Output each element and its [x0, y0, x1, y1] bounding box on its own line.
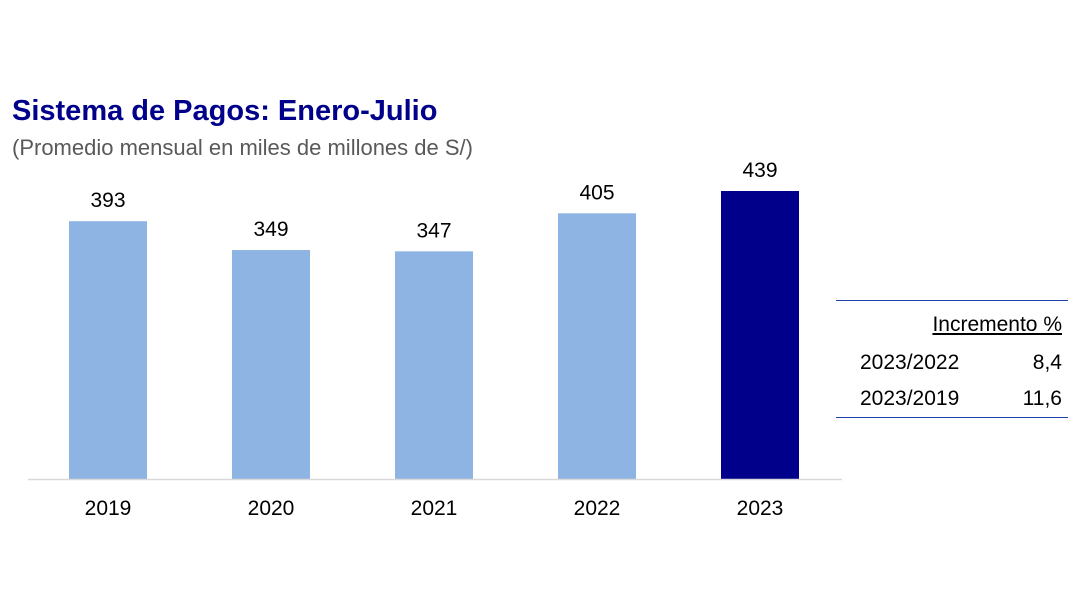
x-tick-label-2021: 2021 [411, 497, 458, 520]
bar-2022 [558, 213, 636, 479]
data-label-2022: 405 [579, 181, 614, 204]
bar-2019 [69, 221, 147, 479]
increment-row-2023-2022: 2023/2022 8,4 [836, 345, 1068, 381]
bar-2023 [721, 191, 799, 479]
increment-header-label: Incremento % [932, 313, 1062, 336]
chart-subtitle: (Promedio mensual en miles de millones d… [12, 135, 473, 160]
chart-title: Sistema de Pagos: Enero-Julio [12, 95, 438, 127]
data-label-2019: 393 [90, 189, 125, 212]
data-label-2023: 439 [742, 159, 777, 182]
x-tick-label-2022: 2022 [574, 497, 621, 520]
bar-2021 [395, 251, 473, 479]
increment-period: 2023/2022 [860, 351, 960, 374]
data-label-2020: 349 [253, 218, 288, 241]
x-tick-label-2019: 2019 [85, 497, 132, 520]
increment-value: 11,6 [1022, 387, 1062, 410]
data-label-2021: 347 [416, 219, 451, 242]
increment-value: 8,4 [1032, 351, 1062, 374]
increment-table: Incremento % 2023/2022 8,4 2023/2019 11,… [836, 300, 1068, 418]
x-tick-label-2023: 2023 [737, 497, 784, 520]
increment-row-2023-2019: 2023/2019 11,6 [836, 381, 1068, 417]
increment-table-header: Incremento % [836, 301, 1068, 345]
x-tick-label-2020: 2020 [248, 497, 295, 520]
increment-period: 2023/2019 [860, 387, 960, 410]
bar-2020 [232, 250, 310, 479]
